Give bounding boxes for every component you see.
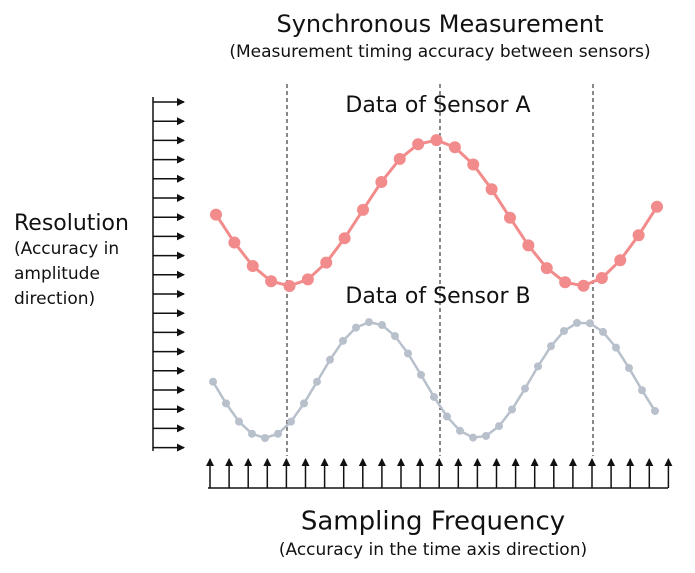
wave-point [443,412,451,421]
wave-point [547,342,555,351]
wave-point [301,273,314,286]
wave-point [300,399,308,408]
wave-point [357,203,369,216]
wave-point [534,362,542,371]
wave-point [391,332,399,341]
wave-point [448,141,461,154]
resolution-line: (Accuracy in [14,239,119,259]
wave-point [274,429,282,438]
title: Synchronous Measurement [276,10,603,38]
wave-point [228,236,241,249]
wave-point [599,327,607,336]
resolution-title: Resolution [14,211,129,236]
wave-point [313,377,321,386]
wave-point [248,429,256,438]
wave-point [378,321,386,330]
wave-point [504,211,516,224]
wave-point [287,417,295,426]
wave-point [485,183,498,196]
wave-point [612,343,620,352]
wave-point [625,364,633,373]
wave-point [559,276,572,289]
wave-point [508,405,516,414]
wave-point [352,323,360,332]
wave-point [521,384,529,393]
wave-point [522,239,535,252]
wave-point [265,275,278,288]
wave-point [467,158,480,171]
wave-point [338,232,351,245]
wave-line [211,320,657,440]
wave-point [482,431,490,440]
resolution-line: amplitude [14,264,100,284]
wave-point [560,326,568,335]
wave-point [283,279,296,292]
resolution-line: direction) [14,289,95,309]
wave-point [339,336,347,345]
wave-point [586,319,594,328]
wave-point [430,134,443,147]
wave-point [261,434,269,442]
wave-point [235,417,243,426]
wave-point [393,152,406,165]
wave-point [430,392,438,401]
wave-point [651,200,663,213]
wave-point [595,272,608,285]
wave-point [614,254,627,267]
wave-point [456,426,464,435]
subtitle: (Measurement timing accuracy between sen… [229,42,650,62]
wave-point [573,318,581,327]
wave-point [412,138,425,151]
wave-point [320,256,333,269]
sensor-a-label: Data of Sensor A [345,93,530,118]
wave-point [417,370,425,379]
wave-point [540,262,553,275]
sampling-subtitle: (Accuracy in the time axis direction) [279,540,587,560]
wave-point [469,433,477,442]
sampling-title: Sampling Frequency [301,507,565,537]
wave-line [214,138,659,288]
wave-point [209,377,217,386]
wave-point [651,406,659,415]
wave-point [365,318,373,327]
wave-point [326,355,334,364]
sensor-b-label: Data of Sensor B [345,284,530,309]
wave-point [375,176,388,189]
wave-point [222,399,230,408]
wave-point [495,422,503,431]
wave-point [638,386,646,395]
wave-point [404,349,412,358]
wave-point [210,208,222,221]
wave-point [577,279,590,292]
wave-point [632,229,645,242]
wave-point [246,259,259,272]
